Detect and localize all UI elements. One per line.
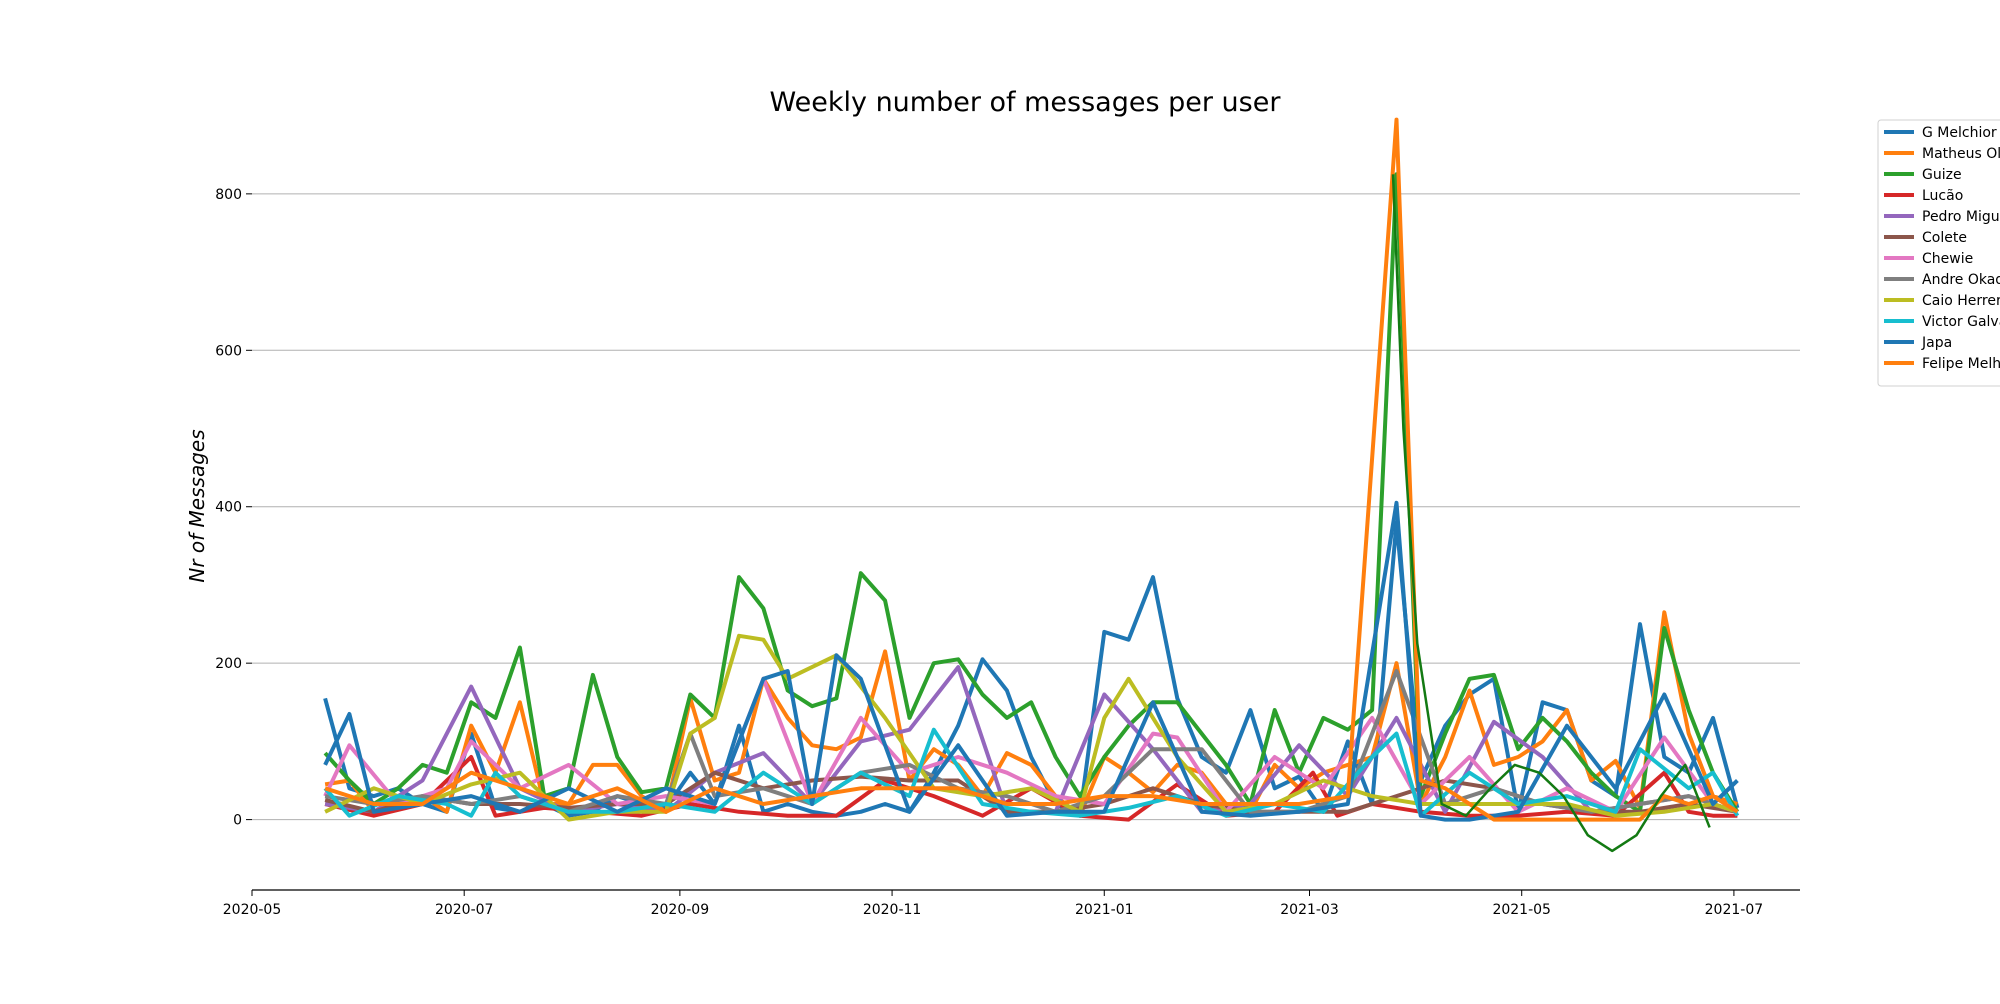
legend-label: Matheus Oliveira [1922,146,2000,162]
y-tick-label: 800 [215,187,242,203]
legend-label: Andre Okada [1922,272,2000,288]
x-tick-label: 2021-05 [1492,902,1551,918]
legend: G Melchior Matheus Oliveira Guize Lucão Pedr… [1877,119,2000,387]
legend-label: Felipe Melhado [1922,356,2000,372]
x-tick-label: 2020-11 [863,902,922,918]
series-lines [323,117,1740,853]
y-axis-label: Nr of Messages [185,429,209,582]
chart-title: Weekly number of messages per user [770,87,1282,118]
legend-label: Colete [1922,230,1967,246]
legend-label: Victor Galvao [1922,314,2000,330]
series-line-caio-herrera [324,633,1739,822]
x-tick-label: 2020-05 [223,902,282,918]
legend-label: Pedro Miguel [1922,209,2000,225]
y-tick-label: 400 [215,500,242,516]
x-tick-label: 2020-09 [651,902,710,918]
series-line-unnamed [1391,174,1711,853]
legend-label: Japa [1921,335,1952,351]
series-line-guize [323,172,1740,814]
series-line-matheus-oliveira [324,610,1739,818]
y-tick-label: 600 [215,343,242,359]
x-tick-label: 2021-03 [1280,902,1339,918]
y-tick-label: 0 [233,813,242,829]
y-tick-label: 200 [215,656,242,672]
legend-label: Chewie [1922,251,1973,267]
series-line-felipe-melhado [324,117,1739,822]
axes: 0 200 400 600 800 2020-05 2020-07 2020-09 2020-1… [215,187,1800,918]
legend-label: Lucão [1922,188,1963,204]
legend-label: Guize [1922,167,1962,183]
x-tick-label: 2021-07 [1705,902,1764,918]
series-line-japa [323,500,1739,822]
legend-label: G Melchior [1922,125,1997,141]
legend-label: Caio Herrera [1922,293,2000,309]
x-tick-label: 2020-07 [435,902,494,918]
x-tick-label: 2021-01 [1075,902,1134,918]
